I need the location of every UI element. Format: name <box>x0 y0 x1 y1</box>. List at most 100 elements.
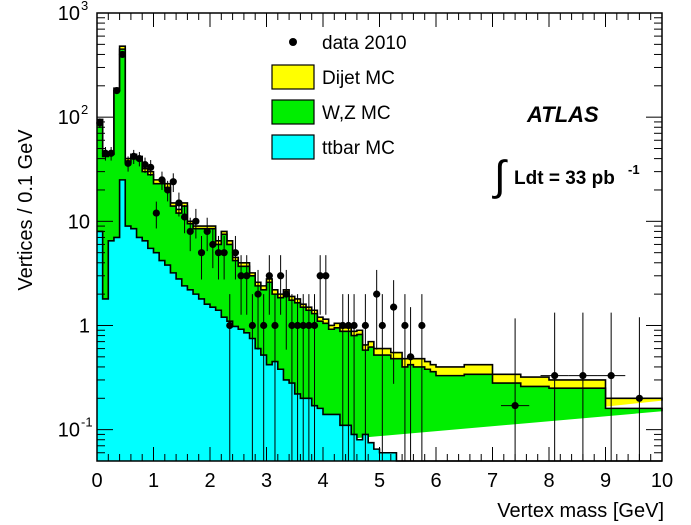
data-marker <box>107 149 115 157</box>
data-marker <box>180 213 189 221</box>
x-tick-label: 3 <box>261 470 272 492</box>
data-marker <box>220 249 228 257</box>
data-marker <box>158 176 166 184</box>
data-marker <box>203 227 211 236</box>
data-point <box>192 208 200 239</box>
data-point <box>169 173 177 193</box>
x-tick-label: 10 <box>651 470 673 492</box>
data-point <box>231 235 240 280</box>
legend-entry: W,Z MC <box>271 99 391 125</box>
data-point <box>152 201 160 229</box>
data-point <box>243 255 251 315</box>
y-tick-exponent: -1 <box>81 415 93 430</box>
x-tick-label: 2 <box>204 470 215 492</box>
data-marker <box>607 372 615 380</box>
data-point <box>175 192 183 217</box>
data-point <box>220 235 228 280</box>
y-tick-label: 10 <box>68 211 90 233</box>
luminosity-text: Ldt = 33 pb <box>514 168 615 189</box>
data-point <box>568 312 598 461</box>
x-axis: 0 1 2 3 4 5 6 7 8 9 10 <box>91 13 673 492</box>
data-marker <box>277 272 285 280</box>
data-marker <box>175 199 183 207</box>
x-tick-label: 7 <box>487 470 498 492</box>
data-point <box>361 294 369 461</box>
legend-label: Dijet MC <box>322 68 395 89</box>
data-marker <box>260 321 268 330</box>
x-tick-label: 8 <box>543 470 554 492</box>
data-point <box>401 294 409 461</box>
data-point <box>180 205 189 234</box>
x-tick-label: 0 <box>91 470 102 492</box>
legend-label: ttbar MC <box>322 138 395 159</box>
data-point <box>237 255 245 315</box>
data-point <box>344 294 353 461</box>
x-tick-label: 5 <box>374 470 385 492</box>
data-marker <box>390 303 398 311</box>
data-marker <box>141 161 149 169</box>
data-point <box>135 151 143 167</box>
legend-entry: Dijet MC <box>271 64 395 90</box>
data-point <box>158 171 166 190</box>
data-point <box>226 294 234 461</box>
data-marker <box>310 321 319 330</box>
y-axis-title: Vertices / 0.1 GeV <box>15 129 37 291</box>
data-marker <box>130 152 138 161</box>
histogram-outline <box>97 45 663 401</box>
data-marker <box>101 149 110 157</box>
integral-symbol: ∫ <box>492 152 508 199</box>
data-marker <box>271 321 279 330</box>
x-tick-label: 1 <box>148 470 159 492</box>
data-point <box>390 280 398 384</box>
data-marker <box>344 321 353 330</box>
histogram-fill <box>97 179 662 462</box>
y-tick-exponent: 2 <box>81 102 88 117</box>
data-point <box>305 294 313 461</box>
data-marker <box>299 321 307 330</box>
data-point <box>101 146 110 161</box>
data-point <box>214 235 223 280</box>
data-marker <box>169 178 177 186</box>
data-point <box>299 294 307 461</box>
data-point <box>350 294 358 461</box>
data-marker <box>361 321 369 330</box>
y-tick-exponent: 3 <box>81 0 88 13</box>
legend-label: data 2010 <box>322 33 407 54</box>
data-point <box>597 312 626 461</box>
data-marker <box>316 272 324 280</box>
data-marker <box>288 321 296 330</box>
series-data-2010 <box>96 50 654 461</box>
legend-swatch <box>271 99 315 125</box>
x-axis-title: Vertex mass [GeV] <box>497 500 664 522</box>
y-tick-label: 1 <box>79 315 90 337</box>
data-marker <box>231 249 240 257</box>
data-marker <box>282 290 290 298</box>
histogram-bin <box>606 408 634 461</box>
data-point <box>540 312 569 461</box>
data-marker <box>293 321 302 330</box>
data-marker <box>551 372 559 380</box>
data-marker <box>96 119 104 127</box>
data-marker <box>197 249 206 257</box>
data-marker <box>118 50 127 59</box>
data-marker <box>135 155 143 163</box>
data-point <box>96 118 104 129</box>
data-marker <box>152 209 160 217</box>
data-marker <box>164 186 172 194</box>
data-point <box>209 228 217 269</box>
data-marker <box>209 240 217 249</box>
data-point <box>316 255 324 315</box>
legend: data 2010 Dijet MC W,Z MC ttbar MC <box>271 33 407 160</box>
data-marker <box>254 290 262 298</box>
data-marker <box>635 394 644 402</box>
data-point <box>271 294 279 461</box>
x-tick-label: 6 <box>430 470 441 492</box>
data-marker <box>248 321 256 330</box>
data-marker <box>401 321 409 330</box>
luminosity-label: ∫ Ldt = 33 pb -1 <box>492 152 640 199</box>
data-point <box>282 269 290 350</box>
data-point <box>147 160 155 176</box>
data-marker <box>265 272 273 280</box>
data-marker <box>406 353 415 361</box>
